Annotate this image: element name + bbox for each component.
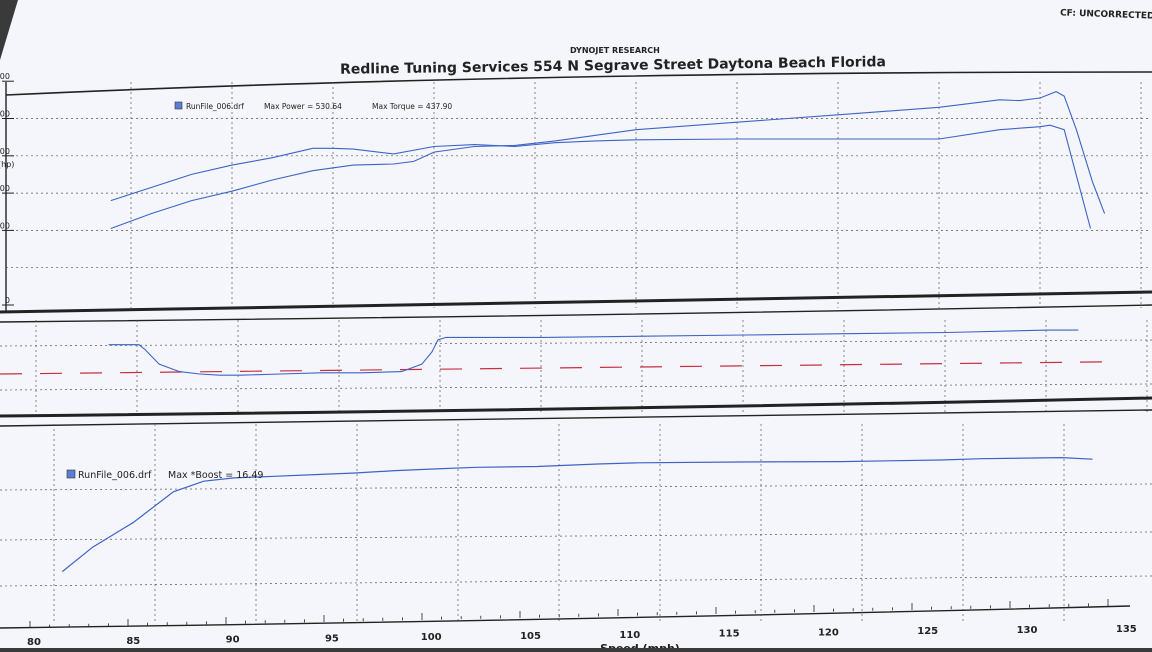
power-y-tick-label: 300 (0, 184, 10, 193)
speed-x-tick-label: 95 (325, 633, 339, 644)
power-legend-max-torque: Max Torque = 437.90 (372, 102, 452, 111)
power-y-tick-label: 400 (0, 147, 10, 156)
power-legend-max-power: Max Power = 530.64 (264, 102, 342, 111)
speed-x-tick-label: 80 (27, 637, 41, 648)
speed-x-axis-label: Speed (mph) (600, 642, 680, 648)
torque-curve (110, 124, 1092, 229)
speed-x-tick-label: 120 (818, 627, 839, 638)
power-y-tick-label: 0 (5, 296, 10, 305)
speed-x-tick-label: 115 (719, 629, 740, 640)
speed-x-axis (0, 605, 1131, 629)
boost-legend-swatch (66, 469, 76, 479)
speed-x-tick-label: 135 (1116, 624, 1137, 635)
boost-gridline-y (0, 531, 1152, 541)
speed-x-tick-label: 100 (421, 632, 442, 643)
speed-x-tick-label: 110 (619, 630, 640, 641)
power-y-axis-label: (hp) (0, 160, 14, 169)
speed-x-tick-label: 125 (917, 626, 938, 637)
power-legend-file: RunFile_006.drf (186, 102, 244, 111)
power-legend-swatch (174, 101, 183, 110)
power-curve (110, 90, 1106, 230)
afr-gridline-y (0, 383, 1152, 391)
power-y-tick-label: 200 (0, 221, 10, 230)
speed-x-tick-label: 85 (126, 636, 140, 647)
power-y-tick-label: 600 (0, 72, 10, 81)
power-y-tick-label: 500 (0, 110, 10, 119)
speed-x-tick-label: 130 (1017, 625, 1038, 636)
brand-label: DYNOJET RESEARCH (570, 46, 660, 55)
afr-curve (108, 329, 1079, 376)
boost-gridline-y (0, 575, 1152, 587)
afr-panel-top-border (0, 304, 1152, 323)
afr-panel-bottom-border (0, 396, 1152, 418)
speed-x-tick-label: 90 (226, 635, 240, 646)
afr-gridline-y (0, 339, 1152, 347)
afr-target-line (0, 361, 1112, 375)
speed-x-tick-label: 105 (520, 631, 541, 642)
boost-curve (61, 456, 1093, 573)
power-panel-top-border (5, 71, 1152, 96)
boost-legend-max-boost: Max *Boost = 16.49 (168, 470, 263, 481)
boost-gridline-y (0, 483, 1152, 491)
power-panel-bottom-border (0, 290, 1152, 314)
boost-legend-file: RunFile_006.drf (78, 470, 152, 481)
